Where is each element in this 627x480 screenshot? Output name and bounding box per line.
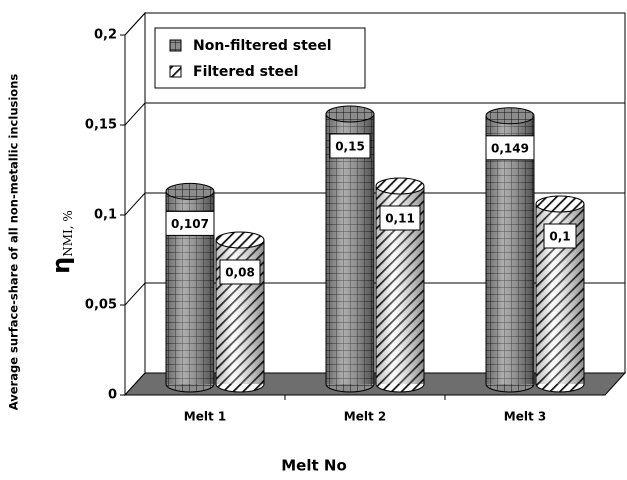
value-label-box: [485, 135, 535, 161]
cylinder-sides: [535, 204, 585, 384]
value-label: 0,08: [225, 266, 255, 280]
x-tick-label: Melt 1: [184, 410, 226, 424]
x-tick-label: Melt 2: [344, 410, 386, 424]
cylinder: 0,149: [485, 107, 535, 393]
cylinder-bottom: [535, 383, 585, 393]
cylinder-bottom: [375, 383, 425, 393]
value-label-box: [379, 205, 421, 231]
x-tick-label: Melt 3: [504, 410, 546, 424]
value-label: 0,15: [335, 140, 365, 154]
cylinder: 0,1: [535, 195, 585, 393]
cylinder-sides: [215, 240, 265, 384]
cylinder-bottom: [165, 383, 215, 393]
value-label: 0,149: [491, 141, 529, 155]
value-label: 0,1: [549, 230, 570, 244]
y-symbol-sub: NMI, %: [61, 210, 75, 257]
value-label-box: [219, 259, 261, 285]
grid-line: [124, 102, 625, 126]
grid-line: [124, 192, 625, 216]
value-label-box: [329, 133, 371, 159]
legend-label: Non-filtered steel: [193, 38, 332, 54]
cylinder-sides: [325, 114, 375, 384]
cylinder: 0,15: [325, 105, 375, 393]
cylinder-bottom: [215, 383, 265, 393]
cylinder-top: [485, 107, 535, 125]
y-tick-label: 0,1: [94, 208, 117, 223]
y-axis-label: Average surface-share of all non-metalli…: [7, 74, 21, 411]
y-tick-label: 0,15: [85, 118, 117, 133]
value-label: 0,11: [385, 212, 415, 226]
value-label-box: [543, 223, 577, 249]
y-symbol-main: η: [47, 257, 75, 274]
grid-line: [124, 12, 625, 36]
y-tick-label: 0,2: [94, 28, 117, 43]
cylinder-sides: [375, 186, 425, 384]
legend-swatch: [169, 65, 182, 78]
legend-swatch: [169, 39, 182, 52]
cylinder: 0,08: [215, 231, 265, 393]
legend-label: Filtered steel: [193, 64, 298, 80]
cylinder-bottom: [485, 383, 535, 393]
legend-box: [154, 27, 366, 89]
y-symbol: ηNMI, %: [47, 210, 75, 274]
cylinder-sides: [485, 115, 535, 384]
cylinder: 0,11: [375, 177, 425, 393]
cylinder-top: [325, 105, 375, 123]
cylinder-shading: [326, 114, 374, 384]
cylinder-shading: [486, 115, 534, 385]
x-axis-label: Melt No: [281, 457, 347, 475]
grid-line: [124, 282, 625, 306]
value-label: 0,107: [171, 217, 209, 231]
cylinder: 0,107: [165, 182, 215, 393]
cylinder-top: [165, 182, 215, 200]
y-tick-label: 0,05: [85, 298, 117, 313]
cylinder-top: [215, 231, 265, 249]
cylinder-bottom: [325, 383, 375, 393]
y-tick-label: 0: [108, 388, 117, 403]
cylinder-top: [375, 177, 425, 195]
value-label-box: [165, 210, 215, 236]
cylinder-top: [535, 195, 585, 213]
